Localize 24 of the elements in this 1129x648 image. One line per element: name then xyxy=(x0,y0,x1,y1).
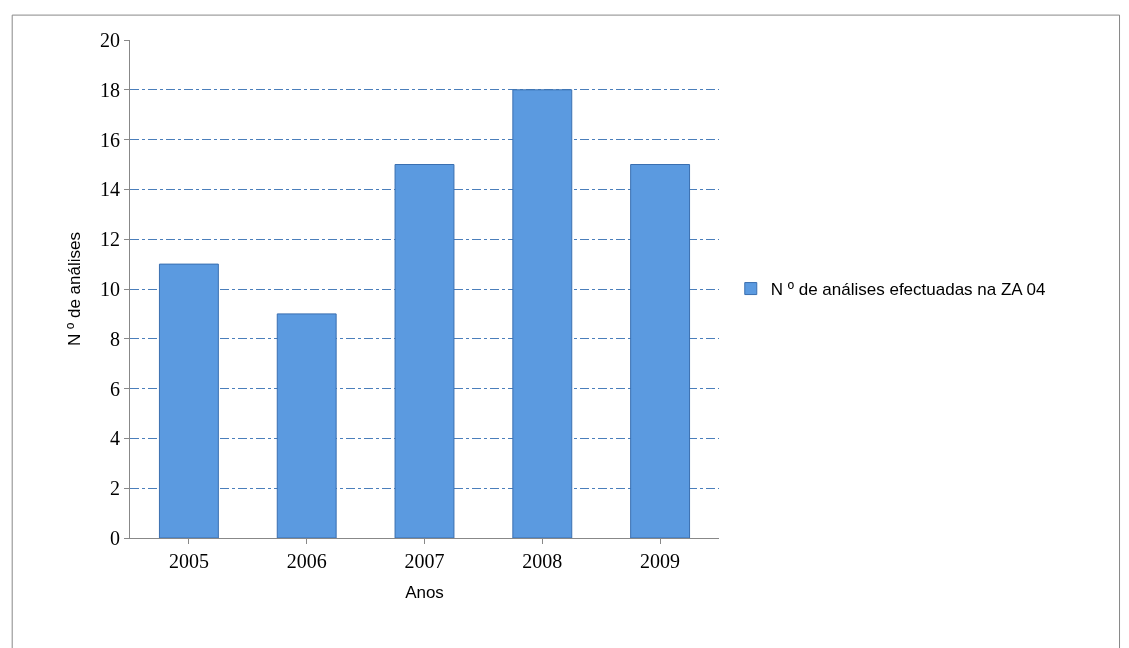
bar xyxy=(394,164,455,538)
y-tick-label: 20 xyxy=(100,29,120,51)
x-tick-label: 2007 xyxy=(404,550,445,572)
x-axis-title: Anos xyxy=(405,583,444,603)
bar xyxy=(158,263,219,538)
y-tick-label: 4 xyxy=(110,427,120,450)
y-tick-label: 18 xyxy=(100,78,120,101)
y-tick-label: 8 xyxy=(110,327,120,350)
x-tick-label: 2009 xyxy=(640,550,681,572)
legend-label: N º de análises efectuadas na ZA 04 xyxy=(770,280,1046,300)
y-tick-label: 16 xyxy=(100,128,120,151)
y-tick-label: 2 xyxy=(110,477,120,500)
x-tick-label: 2008 xyxy=(522,550,563,572)
bar xyxy=(276,313,337,538)
x-tick-label: 2006 xyxy=(286,550,327,572)
x-tick-label: 2005 xyxy=(168,550,209,572)
bar xyxy=(512,89,573,538)
bar xyxy=(630,164,691,538)
y-tick-label: 0 xyxy=(110,527,120,549)
y-tick-label: 10 xyxy=(100,278,120,300)
y-tick-label: 14 xyxy=(100,178,120,201)
y-axis-title: N º de análises xyxy=(64,232,84,346)
y-tick-label: 6 xyxy=(110,377,120,400)
y-tick-label: 12 xyxy=(100,228,120,251)
